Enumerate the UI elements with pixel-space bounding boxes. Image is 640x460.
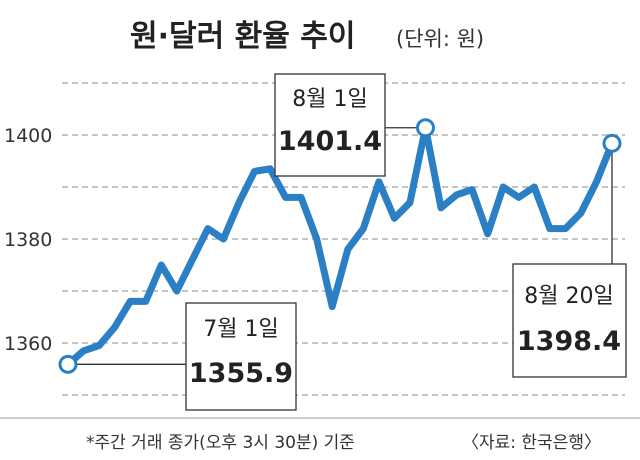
callout-end-date: 8월 20일 bbox=[524, 284, 613, 309]
callout-peak-date: 8월 1일 bbox=[292, 87, 367, 112]
marker-0 bbox=[58, 354, 78, 374]
marker-1 bbox=[415, 118, 435, 138]
callout-start-value: 1355.9 bbox=[189, 358, 293, 389]
series-line bbox=[64, 124, 616, 368]
callout-end: 8월 20일 1398.4 bbox=[512, 263, 627, 378]
callout-peak-value: 1401.4 bbox=[278, 126, 382, 157]
data-markers bbox=[58, 118, 622, 374]
callout-start-date: 7월 1일 bbox=[203, 317, 278, 342]
y-tick-1400: 1400 bbox=[4, 125, 52, 147]
callout-end-value: 1398.4 bbox=[517, 326, 621, 357]
unit-label: (단위: 원) bbox=[396, 27, 484, 51]
chart-title: 원·달러 환율 추이 bbox=[130, 19, 356, 54]
callout-start: 7월 1일 1355.9 bbox=[185, 302, 297, 411]
footer-source: 〈자료: 한국은행〉 bbox=[462, 433, 601, 453]
marker-2 bbox=[602, 133, 622, 153]
callout-peak: 8월 1일 1401.4 bbox=[274, 73, 386, 177]
footer-note: *주간 거래 종가(오후 3시 30분) 기준 bbox=[86, 433, 355, 453]
y-axis-ticks: 1360 1380 1400 bbox=[4, 125, 52, 355]
callout-start-box bbox=[185, 302, 297, 411]
y-tick-1360: 1360 bbox=[4, 333, 52, 355]
callout-end-box bbox=[512, 263, 627, 378]
y-tick-1380: 1380 bbox=[4, 229, 52, 251]
callout-peak-box bbox=[274, 73, 386, 177]
